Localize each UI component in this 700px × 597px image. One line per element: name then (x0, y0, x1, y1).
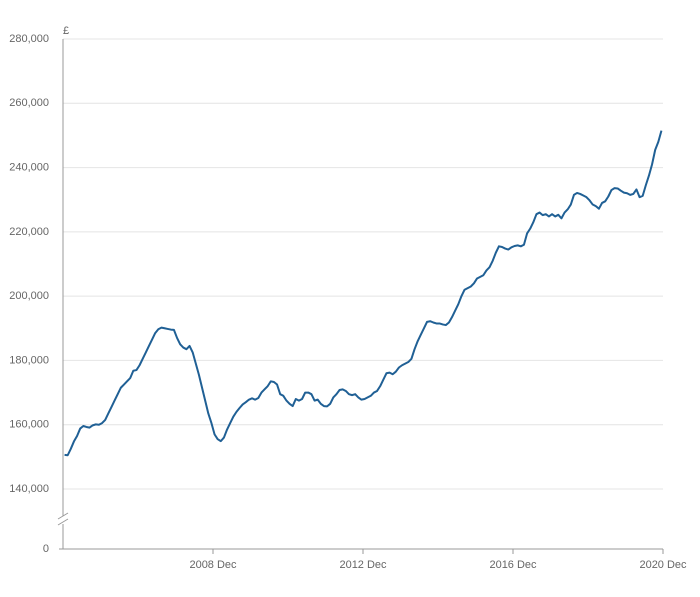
y-tick-label: 0 (43, 543, 49, 555)
y-tick-label: 220,000 (9, 226, 49, 238)
y-axis-label: £ (63, 25, 69, 37)
y-tick-label: 160,000 (9, 419, 49, 431)
y-tick-label: 280,000 (9, 33, 49, 45)
x-tick-label: 2016 Dec (489, 559, 537, 571)
x-tick-label: 2020 Dec (639, 559, 687, 571)
y-tick-label: 260,000 (9, 97, 49, 109)
line (64, 130, 663, 457)
y-tick-label: 200,000 (9, 290, 49, 302)
axis-break (57, 518, 69, 526)
y-tick-label: 140,000 (9, 483, 49, 495)
axis-break-gap (57, 516, 69, 524)
x-tick-label: 2012 Dec (339, 559, 387, 571)
axis-break (57, 512, 69, 520)
y-tick-label: 240,000 (9, 161, 49, 173)
y-tick-label: 180,000 (9, 354, 49, 366)
x-tick-label: 2008 Dec (189, 559, 237, 571)
